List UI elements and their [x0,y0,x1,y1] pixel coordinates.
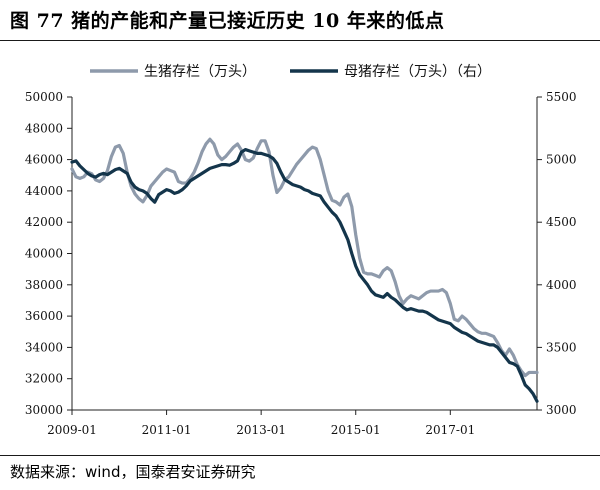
left-tick-label: 46000 [25,153,63,167]
right-tick-label: 4000 [546,278,577,292]
left-tick-label: 44000 [25,184,63,198]
right-tick-label: 4500 [546,215,577,229]
legend: 生猪存栏（万头） 母猪存栏（万头）（右） [90,64,491,80]
figure-title: 图 77 猪的产能和产量已接近历史 10 年来的低点 [10,10,445,32]
x-tick-label: 2011-01 [142,423,192,437]
left-tick-label: 40000 [25,247,63,261]
right-tick-label: 5000 [546,153,577,167]
x-tick-label: 2015-01 [331,423,381,437]
line-chart: 生猪存栏（万头） 母猪存栏（万头）（右） 30000 32000 34000 36000… [25,64,577,437]
x-tick-label: 2017-01 [425,423,475,437]
left-tick-label: 50000 [25,90,63,104]
left-tick-label: 36000 [25,309,63,323]
x-tick-label: 2009-01 [47,423,97,437]
figure-source: 数据来源：wind，国泰君安证券研究 [10,463,256,481]
series-line-live-hogs [70,137,539,378]
legend-label-live-hogs: 生猪存栏（万头） [144,64,256,80]
left-tick-label: 32000 [25,372,63,386]
source-rule [0,455,600,456]
left-tick-label: 38000 [25,278,63,292]
right-tick-label: 3500 [546,340,577,354]
axes: 30000 32000 34000 36000 38000 40000 42000 44000… [25,90,577,437]
left-tick-label: 48000 [25,121,63,135]
series-layer [70,137,539,403]
left-tick-label: 30000 [25,403,63,417]
right-tick-label: 3000 [546,403,577,417]
x-tick-label: 2013-01 [236,423,286,437]
right-tick-label: 5500 [546,90,577,104]
title-rule [0,40,600,41]
left-tick-label: 42000 [25,215,63,229]
left-tick-label: 34000 [25,340,63,354]
series-line-sows [70,147,539,403]
legend-label-sows: 母猪存栏（万头）（右） [344,64,491,80]
